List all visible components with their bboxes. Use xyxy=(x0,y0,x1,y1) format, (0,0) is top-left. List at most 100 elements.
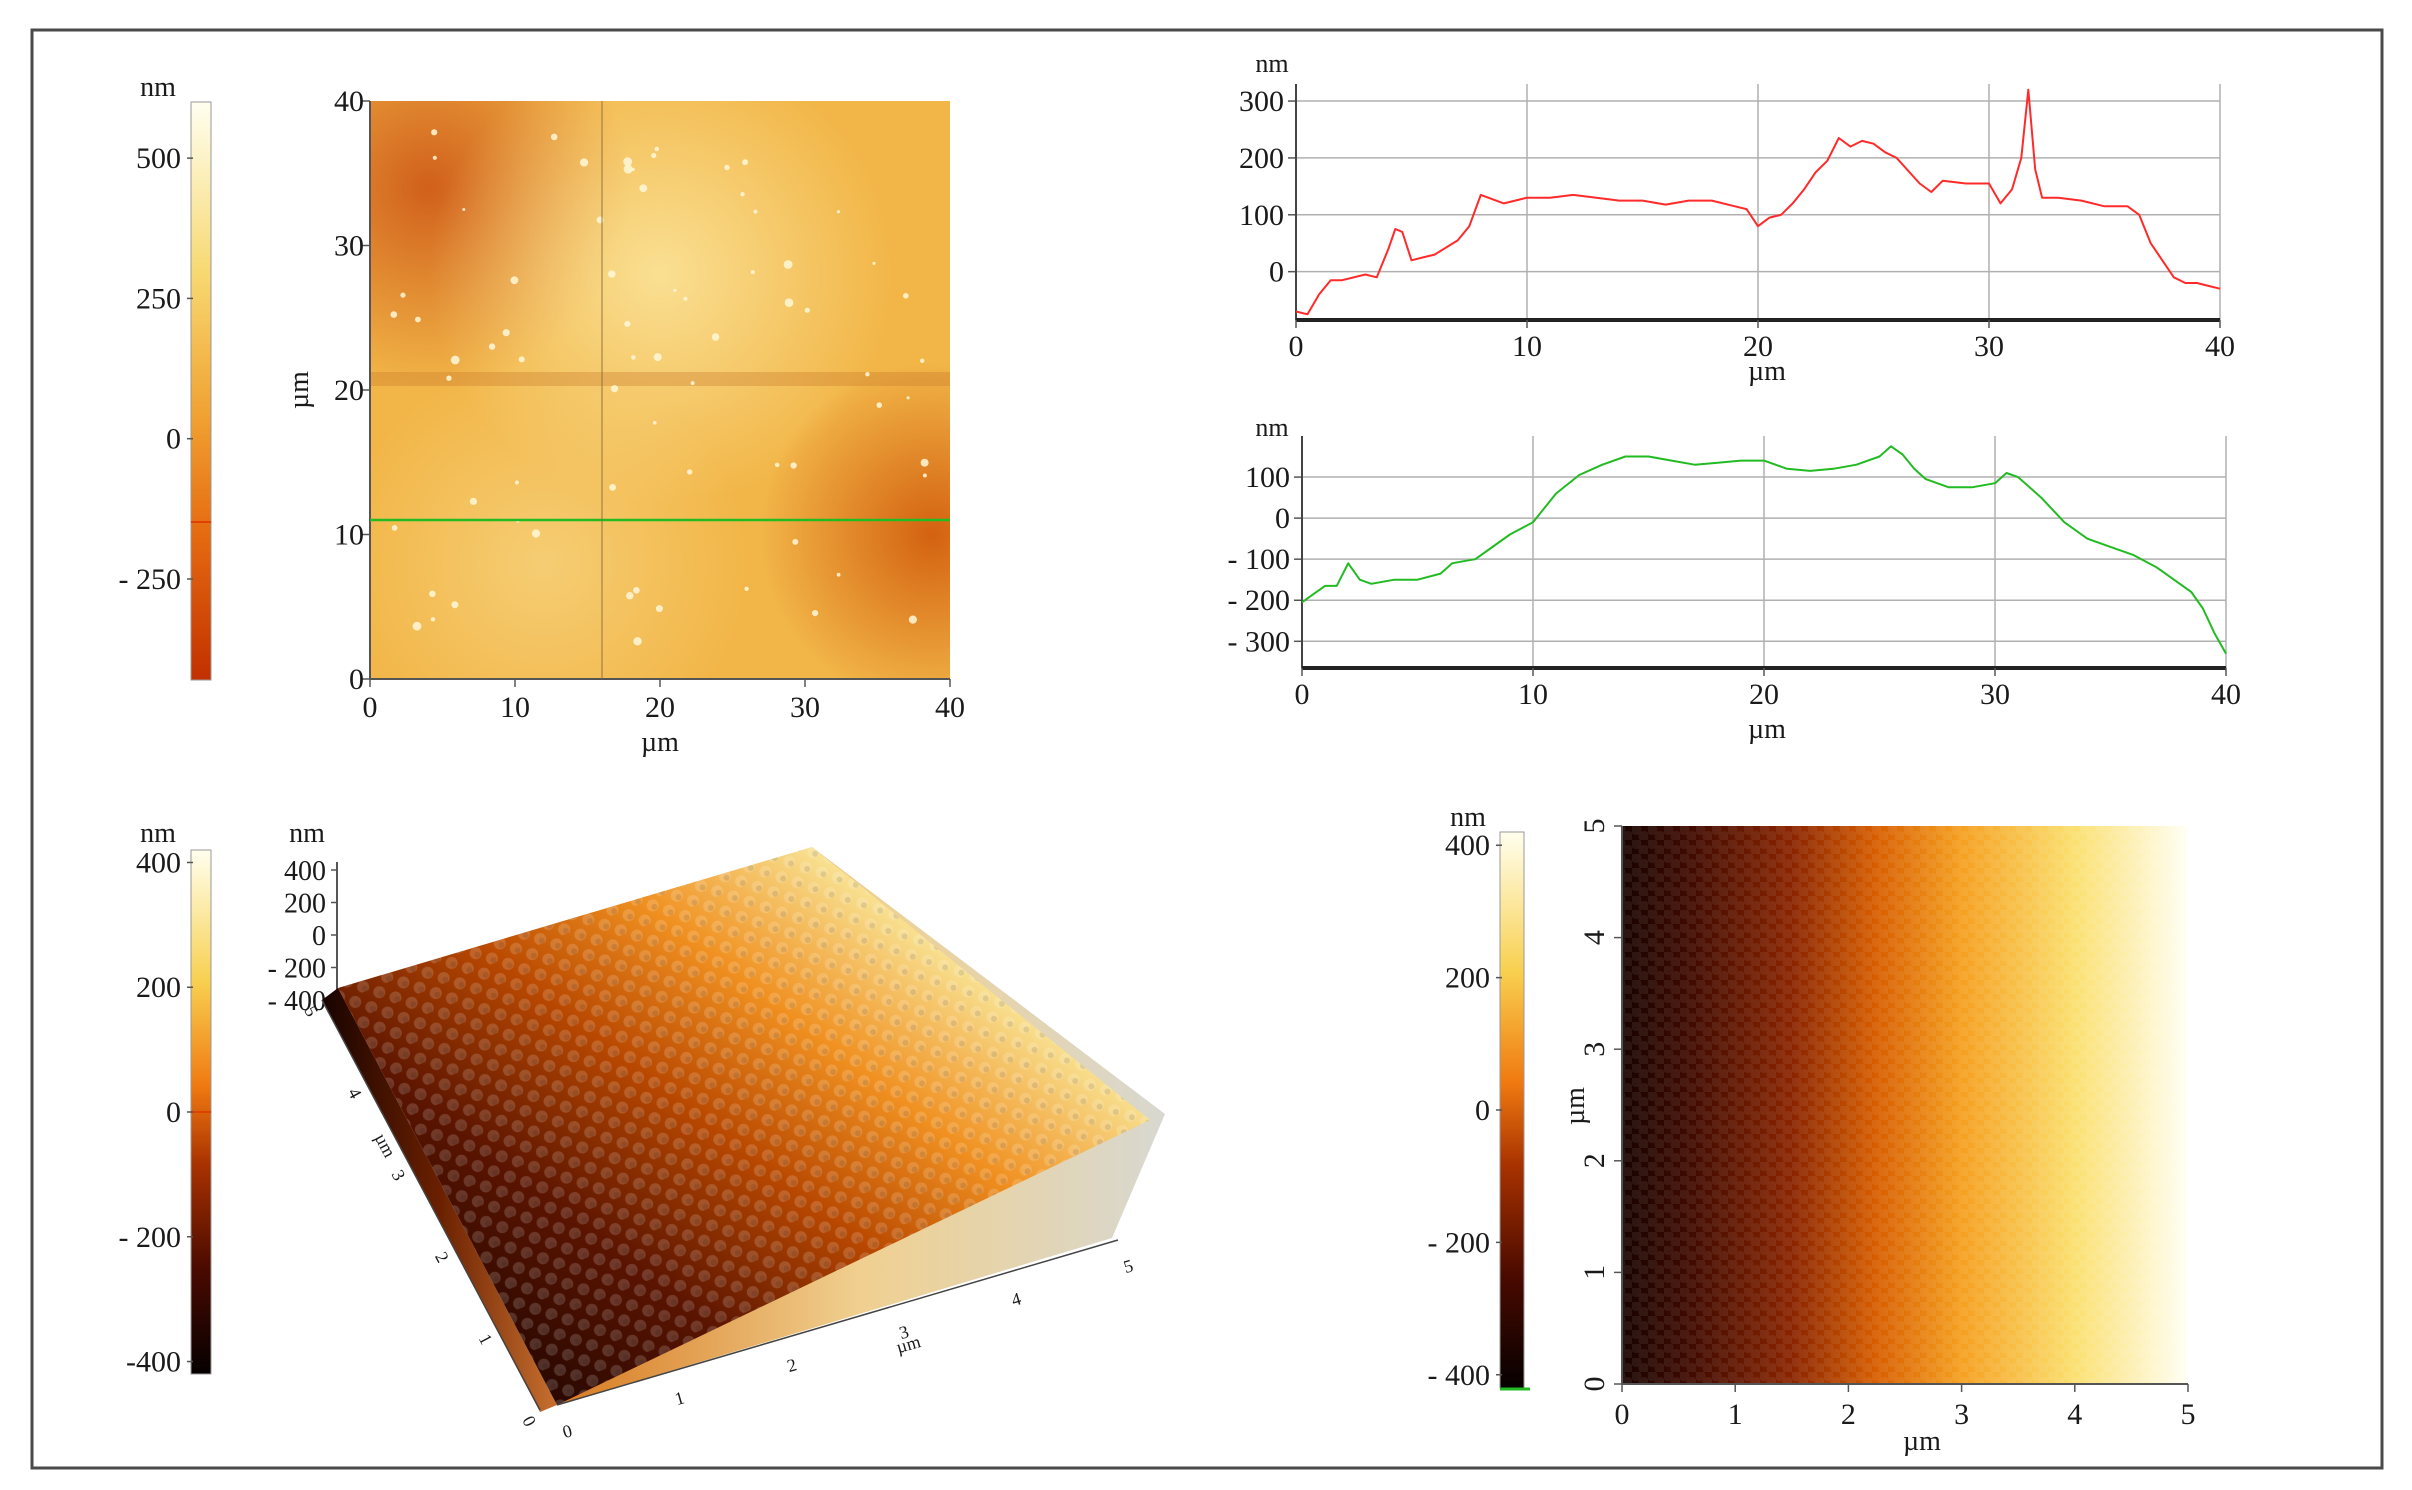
profile-green-series xyxy=(1301,445,2227,655)
afm-particle xyxy=(651,152,657,159)
afm-particle xyxy=(792,538,799,545)
afm-particle xyxy=(431,129,438,136)
afm-a-y-tick-label: 40 xyxy=(334,85,364,118)
colorbar-a-tick-label: 250 xyxy=(136,282,181,315)
afm-a-x-tick-label: 20 xyxy=(645,691,675,724)
afm-particle xyxy=(623,157,633,167)
afm-particle xyxy=(430,617,436,622)
figure-border xyxy=(30,28,2384,1470)
afm-e-xlabel: µm xyxy=(1903,1426,1941,1457)
profile-red-x-tick-label: 20 xyxy=(1743,330,1773,363)
afm-image-a-particles xyxy=(390,129,929,646)
colorbar-e-tick-label: - 200 xyxy=(1428,1226,1491,1259)
afm-particle xyxy=(639,184,648,193)
afm-particle xyxy=(462,208,466,211)
profile-red-x-tick-label: 40 xyxy=(2205,330,2235,363)
afm-particle xyxy=(654,146,660,152)
afm-particle xyxy=(633,587,640,594)
profile-green-y-tick-label: 0 xyxy=(1275,502,1290,535)
profile-green-x-tick-label: 30 xyxy=(1980,678,2010,711)
colorbar-d-tick-label: -400 xyxy=(126,1346,181,1379)
y-axis-3d-tick-label: 0 xyxy=(518,1413,540,1430)
afm-a-ylabel: µm xyxy=(284,371,315,409)
afm-a-x-tick-label: 30 xyxy=(790,691,820,724)
afm-a-x-tick-label: 40 xyxy=(935,691,965,724)
afm-particle xyxy=(626,592,634,600)
surface-3d-bumps xyxy=(338,847,1150,1405)
afm-particle xyxy=(903,293,909,299)
profile-red-y-tick-label: 100 xyxy=(1239,199,1284,232)
afm-particle xyxy=(488,343,496,350)
colorbar-e-tick-label: - 400 xyxy=(1428,1359,1491,1392)
afm-particle xyxy=(724,164,730,171)
surface-3d-side-front xyxy=(322,988,557,1412)
afm-e-x-tick-label: 4 xyxy=(2067,1398,2082,1431)
afm-particle xyxy=(790,462,797,469)
afm-e-y-tick-label: 1 xyxy=(1578,1265,1611,1280)
afm-particle xyxy=(415,316,421,323)
afm-a-x-tick-label: 0 xyxy=(363,691,378,724)
profile-green-y-tick-label: - 300 xyxy=(1228,625,1291,658)
profile-red-x-tick-label: 10 xyxy=(1512,330,1542,363)
afm-particle xyxy=(812,610,819,617)
afm-particle xyxy=(865,372,870,377)
x-axis-3d-tick-label: 2 xyxy=(785,1354,799,1376)
afm-e-x-tick-label: 0 xyxy=(1615,1398,1630,1431)
y-axis-3d-line xyxy=(321,999,541,1411)
profile-green-x-tick-label: 10 xyxy=(1518,678,1548,711)
profile-red-y-tick-label: 200 xyxy=(1239,142,1284,175)
profile-green-y-tick-label: - 200 xyxy=(1228,584,1291,617)
afm-particle xyxy=(451,601,459,609)
afm-particle xyxy=(742,159,748,166)
colorbar-d-tick-label: 200 xyxy=(136,971,181,1004)
colorbar-a xyxy=(190,101,212,681)
afm-a-y-tick-label: 0 xyxy=(349,663,364,696)
afm-particle xyxy=(687,469,693,475)
x-axis-3d-tick-label: 1 xyxy=(672,1387,686,1409)
afm-e-x-tick-label: 2 xyxy=(1841,1398,1856,1431)
afm-particle xyxy=(631,355,636,360)
y-axis-3d-tick-label: 4 xyxy=(344,1085,366,1102)
afm-particle xyxy=(784,298,794,308)
panel-afm-2d-large: nm 500 250 0 - 250 0 10 20 30 40 0 10 20 30 40 µm µm xyxy=(119,72,966,758)
profile-green-y-tick-label: - 100 xyxy=(1228,543,1291,576)
afm-particle xyxy=(502,329,510,337)
afm-particle xyxy=(836,572,841,577)
afm-a-y-tick-label: 10 xyxy=(334,519,364,552)
profile-red-xlabel: µm xyxy=(1748,356,1786,387)
afm-particle xyxy=(550,133,558,141)
profile-green-y-tick-label: 100 xyxy=(1245,461,1290,494)
afm-particle xyxy=(514,480,519,485)
z-axis-tick-label: 400 xyxy=(284,856,326,887)
afm-image-a-scanline xyxy=(370,372,950,386)
afm-e-y-tick-label: 3 xyxy=(1578,1042,1611,1057)
x-axis-3d-tick-label: 5 xyxy=(1121,1255,1135,1277)
afm-particle xyxy=(609,483,616,491)
z-axis-tick-label: 200 xyxy=(284,889,326,920)
z-axis-unit: nm xyxy=(289,818,325,849)
afm-particle xyxy=(400,292,406,298)
afm-particle xyxy=(446,375,452,381)
colorbar-a-tick-label: 500 xyxy=(136,142,181,175)
y-axis-3d-tick-label: 1 xyxy=(475,1331,497,1348)
afm-a-y-tick-label: 30 xyxy=(334,230,364,263)
x-axis-3d-tick-label: 4 xyxy=(1009,1288,1023,1310)
afm-e-y-tick-label: 0 xyxy=(1578,1377,1611,1392)
afm-particle xyxy=(872,261,876,265)
afm-particle xyxy=(450,355,460,365)
afm-particle xyxy=(653,420,657,425)
afm-particle xyxy=(518,356,525,363)
profile-red-x-tick-label: 0 xyxy=(1289,330,1304,363)
afm-e-x-tick-label: 3 xyxy=(1954,1398,1969,1431)
afm-particle xyxy=(608,270,616,278)
colorbar-a-unit: nm xyxy=(140,72,176,103)
afm-particle xyxy=(783,260,793,269)
afm-particle xyxy=(432,155,437,160)
afm-e-x-tick-label: 5 xyxy=(2181,1398,2196,1431)
afm-particle xyxy=(711,333,720,341)
afm-particle xyxy=(753,209,758,214)
afm-particle xyxy=(673,288,677,292)
y-axis-3d-tick-label: 3 xyxy=(388,1167,410,1184)
